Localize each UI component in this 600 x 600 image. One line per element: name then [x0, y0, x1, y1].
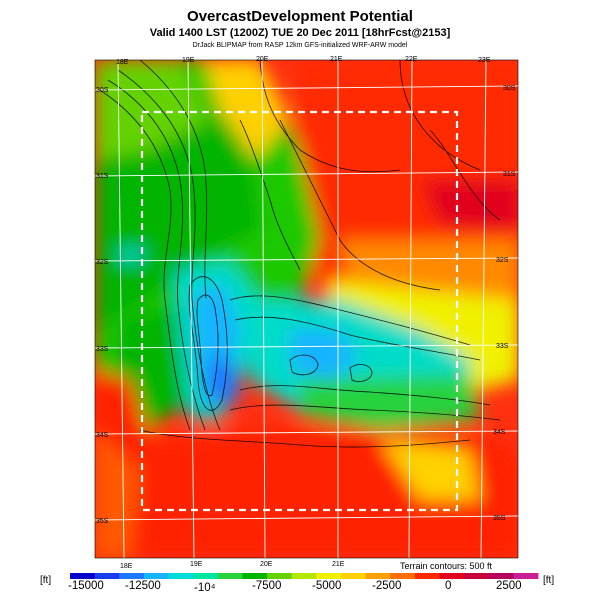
lat-label-right: 31S [503, 171, 516, 178]
lon-label-bottom: 18E [120, 563, 133, 570]
lon-label-top: 20E [256, 56, 269, 63]
lat-label-left: 32S [96, 259, 109, 266]
colorbar-tick-label: -7500 [252, 580, 281, 592]
colorbar-tick-label: -12500 [125, 580, 161, 592]
terrain-contours [99, 60, 501, 448]
lat-label-right: 34S [493, 429, 506, 436]
lat-lon-grid [95, 60, 518, 558]
lon-label-top: 18E [116, 59, 129, 66]
colorbar-swatch [513, 573, 539, 579]
lon-label-bottom: 19E [190, 561, 203, 568]
colorbar-swatch [168, 573, 194, 579]
color-field [95, 60, 518, 558]
lat-label-left: 35S [96, 518, 109, 525]
lat-label-left: 33S [96, 346, 109, 353]
inner-domain-box [140, 110, 459, 512]
model-credit: DrJack BLIPMAP from RASP 12km GFS-initia… [192, 42, 408, 49]
colorbar-swatch [390, 573, 416, 579]
colorbar-swatch [193, 573, 219, 579]
colorbar-swatch [291, 573, 317, 579]
lat-label-left: 31S [96, 173, 109, 180]
colorbar-swatch [464, 573, 490, 579]
colorbar-swatch [94, 573, 120, 579]
colorbar-tick-label: 2500 [496, 580, 522, 592]
colorbar-unit-left: [ft] [40, 575, 51, 586]
lon-label-top: 22E [405, 56, 418, 63]
colorbar-swatch [242, 573, 268, 579]
colorbar-tick-label: 0 [445, 580, 451, 592]
colorbar-swatch [316, 573, 342, 579]
lat-label-right: 33S [496, 343, 509, 350]
colorbar-tick-label: -5000 [312, 580, 341, 592]
lat-label-right: 32S [496, 257, 509, 264]
colorbar-swatch [119, 573, 145, 579]
colorbar-swatch [217, 573, 243, 579]
colorbar-tick-label: -15000 [68, 580, 104, 592]
lat-label-right: 35S [493, 515, 506, 522]
lon-label-bottom: 21E [332, 561, 345, 568]
colorbar-swatch [267, 573, 293, 579]
colorbar-swatch [143, 573, 169, 579]
colorbar-tick-labels: -15000 -12500 -10⁴ -7500 -5000 -2500 0 2… [68, 580, 522, 594]
colorbar-tick-label: -10⁴ [194, 582, 216, 594]
lon-label-top: 19E [182, 57, 195, 64]
colorbar-swatch [488, 573, 514, 579]
colorbar-swatch [439, 573, 465, 579]
lat-label-left: 34S [96, 432, 109, 439]
lon-label-top: 21E [330, 56, 343, 63]
colorbar [70, 573, 539, 579]
chart-title: OvercastDevelopment Potential [187, 8, 413, 25]
lon-label-top: 23E [478, 57, 491, 64]
colorbar-unit-right: [ft] [543, 575, 554, 586]
colorbar-tick-label: -2500 [372, 580, 401, 592]
map-frame [94, 59, 519, 559]
terrain-contour-note: Terrain contours: 500 ft [400, 561, 493, 571]
lat-label-left: 30S [96, 87, 109, 94]
colorbar-swatch [340, 573, 366, 579]
valid-time-subtitle: Valid 1400 LST (1200Z) TUE 20 Dec 2011 [… [149, 27, 451, 39]
lat-label-right: 30S [503, 85, 516, 92]
colorbar-swatch [365, 573, 391, 579]
lon-label-bottom: 20E [260, 561, 273, 568]
colorbar-swatch [70, 573, 96, 579]
colorbar-swatch [414, 573, 440, 579]
